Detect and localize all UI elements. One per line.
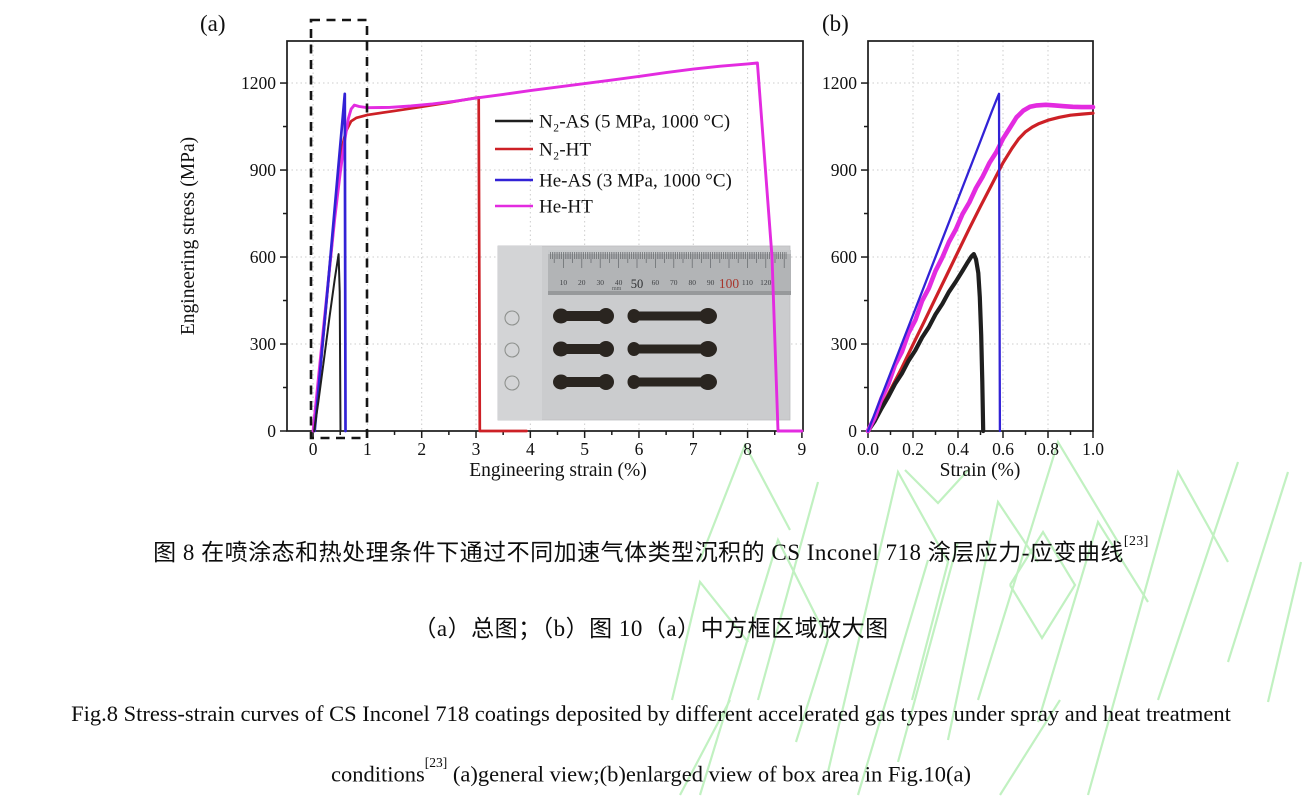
ruler-number: 20: [578, 278, 586, 287]
svg-text:300: 300: [831, 334, 858, 354]
caption-en-line2-pre: conditions: [331, 761, 425, 787]
panel-b-plot: 0.0 0.2 0.4 0.6 0.8 1.0 0 300 600 900 1200: [822, 40, 1104, 459]
svg-text:0.0: 0.0: [857, 439, 879, 459]
caption-cn-line1-text: 图 8 在喷涂态和热处理条件下通过不同加速气体类型沉积的 CS Inconel …: [153, 540, 1124, 565]
svg-text:1200: 1200: [822, 73, 857, 93]
svg-text:1.0: 1.0: [1082, 439, 1104, 459]
svg-text:0.6: 0.6: [992, 439, 1014, 459]
ruler-number: 70: [670, 278, 678, 287]
ruler-number: 120: [760, 278, 772, 287]
svg-text:3: 3: [472, 439, 481, 459]
specimen: [553, 374, 614, 390]
svg-text:5: 5: [580, 439, 589, 459]
caption-cn-line2-text: （a）总图；（b）图 10（a）中方框区域放大图: [413, 616, 889, 641]
caption-en-line1-text: Fig.8 Stress-strain curves of CS Inconel…: [71, 701, 1231, 726]
svg-text:0.4: 0.4: [947, 439, 969, 459]
legend: N₂-AS (5 MPa, 1000 °C) N₂-HT He-AS (3 MPa,…: [495, 112, 732, 218]
svg-text:600: 600: [250, 247, 277, 267]
series-line-he-as: [313, 92, 347, 433]
series-line-he-ht: [311, 61, 804, 433]
zoom-box: [309, 18, 369, 440]
panel-b-label: (b): [822, 11, 849, 36]
ruler-number: 80: [688, 278, 696, 287]
series-line-n2-as: [865, 252, 986, 434]
svg-text:0: 0: [267, 421, 276, 441]
svg-text:7: 7: [689, 439, 698, 459]
svg-text:0: 0: [309, 439, 318, 459]
specimen: [553, 308, 614, 324]
specimen-mark: [504, 310, 520, 326]
legend-label-he-as: He-AS (3 MPa, 1000 °C): [539, 171, 732, 192]
caption-en-line1: Fig.8 Stress-strain curves of CS Inconel…: [0, 701, 1302, 727]
ruler-number: 40: [615, 278, 623, 287]
svg-text:4: 4: [526, 439, 535, 459]
series-line-he-as: [866, 92, 1002, 433]
panel-a-label: (a): [200, 11, 226, 36]
caption-en-line2-ref: [23]: [424, 754, 448, 770]
svg-text:900: 900: [250, 160, 277, 180]
ruler-number: 90: [707, 278, 715, 287]
caption-cn-line1-ref: [23]: [1123, 533, 1149, 549]
tick-labels: 0.0 0.2 0.4 0.6 0.8 1.0 0 300 600 900 1200: [822, 73, 1104, 459]
svg-text:300: 300: [250, 334, 277, 354]
x-axis-title-a: Engineering strain (%): [469, 460, 647, 481]
series-line-he-ht: [865, 102, 1096, 434]
caption-cn-line2: （a）总图；（b）图 10（a）中方框区域放大图: [0, 609, 1302, 643]
specimen: [553, 341, 614, 357]
svg-text:0: 0: [848, 421, 857, 441]
svg-text:0.2: 0.2: [902, 439, 924, 459]
svg-text:600: 600: [831, 247, 858, 267]
legend-label-n2-ht: N₂-HT: [539, 140, 591, 161]
svg-text:1200: 1200: [241, 73, 276, 93]
specimen: [627, 308, 717, 324]
series-line-n2-as: [313, 253, 342, 432]
y-axis-title-a: Engineering stress (MPa): [178, 137, 199, 335]
ruler-number: 110: [742, 278, 753, 287]
ruler-number: 100: [719, 276, 740, 291]
ruler: [548, 250, 791, 295]
ruler-number: 50: [631, 277, 644, 291]
svg-text:8: 8: [743, 439, 752, 459]
caption-en-line2: conditions[23] (a)general view;(b)enlarg…: [0, 755, 1302, 788]
ruler-number: 30: [596, 278, 604, 287]
legend-label-n2-as: N₂-AS (5 MPa, 1000 °C): [539, 112, 730, 133]
series-line-n2-ht: [866, 111, 1095, 433]
axis-ticks: [861, 82, 1094, 438]
watermark-glyph: [670, 439, 1302, 796]
caption-en-line2-post: (a)general view;(b)enlarged view of box …: [447, 761, 971, 787]
svg-text:2: 2: [417, 439, 426, 459]
specimen: [627, 341, 717, 357]
axis-ticks: [280, 82, 803, 438]
caption-cn-line1: 图 8 在喷涂态和热处理条件下通过不同加速气体类型沉积的 CS Inconel …: [0, 533, 1302, 567]
ruler-number: 60: [652, 278, 660, 287]
x-axis-title-b: Strain (%): [940, 460, 1021, 481]
legend-label-he-ht: He-HT: [539, 197, 593, 218]
inset-photo: 10 20 30 40 50 60 70 80 90 100 110 120 mm: [497, 245, 791, 421]
svg-text:6: 6: [635, 439, 644, 459]
specimen: [627, 374, 717, 390]
svg-text:1: 1: [363, 439, 372, 459]
svg-text:0.8: 0.8: [1037, 439, 1059, 459]
svg-text:900: 900: [831, 160, 858, 180]
ruler-number: 10: [560, 278, 568, 287]
specimen-mark: [504, 375, 520, 391]
ruler-unit: mm: [612, 286, 622, 292]
svg-text:9: 9: [798, 439, 807, 459]
specimen-mark: [504, 342, 520, 358]
plot-frame: [286, 40, 804, 432]
